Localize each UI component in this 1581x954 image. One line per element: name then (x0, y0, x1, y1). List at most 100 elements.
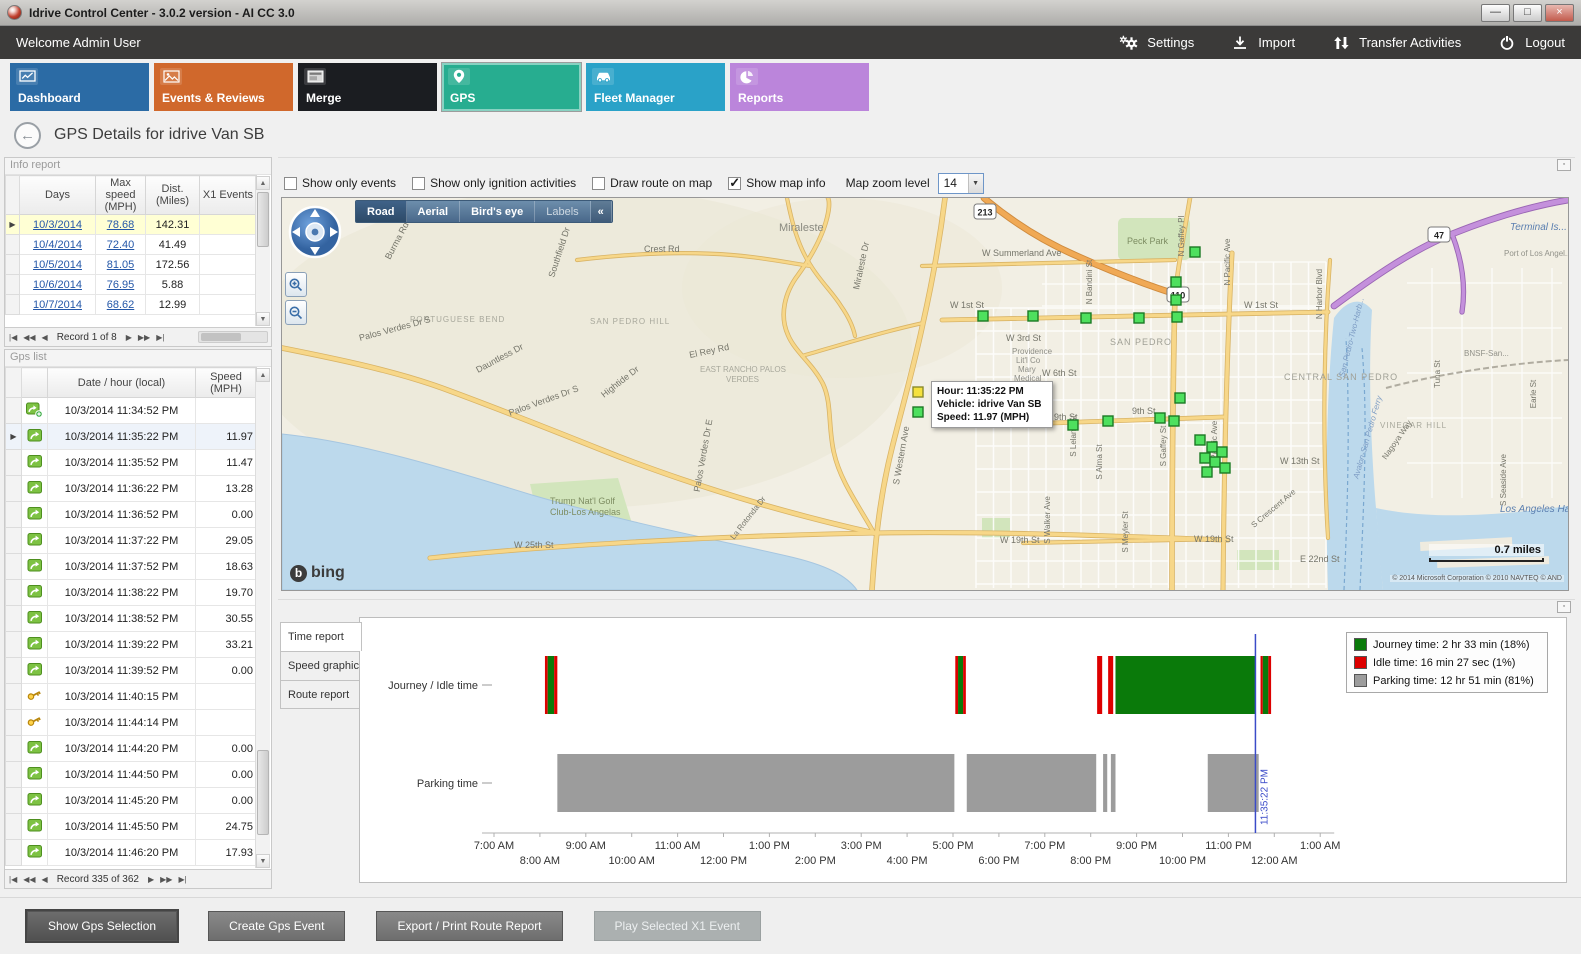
day-link[interactable]: 10/5/2014 (19, 254, 96, 275)
tab-merge[interactable]: Merge (298, 63, 437, 111)
gps-marker[interactable] (1201, 466, 1213, 478)
max-speed-link[interactable]: 72.40 (95, 234, 146, 255)
back-button[interactable]: ← (14, 121, 41, 149)
scroll-thumb[interactable] (257, 192, 269, 247)
gps-row[interactable]: 10/3/2014 11:44:14 PM (5, 709, 257, 736)
gps-row[interactable]: 10/3/2014 11:44:50 PM 0.00 (5, 761, 257, 788)
gps-row[interactable]: 10/3/2014 11:45:50 PM 24.75 (5, 813, 257, 840)
gps-row[interactable]: ▶ 10/3/2014 11:35:22 PM 11.97 (5, 423, 257, 450)
chart-tab-time-report[interactable]: Time report (280, 622, 362, 651)
scroll-track[interactable] (256, 382, 270, 854)
pager-next-icon[interactable]: ▶ (147, 874, 155, 884)
gps-row[interactable]: 10/3/2014 11:44:20 PM 0.00 (5, 735, 257, 762)
gps-row[interactable]: 10/3/2014 11:45:20 PM 0.00 (5, 787, 257, 814)
gps-marker[interactable] (1080, 312, 1092, 324)
selected-gps-marker[interactable] (912, 386, 924, 398)
export-print-route-report-button[interactable]: Export / Print Route Report (376, 911, 563, 941)
scroll-down-icon[interactable]: ▼ (256, 312, 270, 326)
table-row[interactable]: 10/4/2014 72.40 41.49 (5, 234, 257, 255)
close-button[interactable]: × (1545, 3, 1574, 22)
gps-marker[interactable] (1170, 276, 1182, 288)
collapse-map-panel-button[interactable]: ▫ (1557, 159, 1571, 171)
checkbox-icon[interactable] (592, 176, 606, 190)
gps-vertical-scrollbar[interactable]: ▲ ▼ (255, 368, 270, 868)
gps-marker[interactable] (1170, 294, 1182, 306)
gps-row[interactable]: 10/3/2014 11:35:52 PM 11.47 (5, 449, 257, 476)
gps-marker[interactable] (1209, 456, 1221, 468)
gps-marker[interactable] (1154, 412, 1166, 424)
gps-row[interactable]: 10/3/2014 11:37:52 PM 18.63 (5, 553, 257, 580)
day-link[interactable]: 10/6/2014 (19, 274, 96, 295)
gps-row[interactable]: 10/3/2014 11:36:22 PM 13.28 (5, 475, 257, 502)
map-view-tab-road[interactable]: Road (356, 201, 407, 222)
tab-events-reviews[interactable]: Events & Reviews (154, 63, 293, 111)
day-link[interactable]: 10/3/2014 (19, 214, 96, 235)
checkbox-show-only-ignition-activities[interactable]: Show only ignition activities (412, 176, 576, 190)
column-header-dist-miles[interactable]: Dist. (Miles) (145, 175, 200, 215)
pager-next-icon[interactable]: ▶▶ (137, 332, 151, 342)
table-row[interactable]: 10/6/2014 76.95 5.88 (5, 274, 257, 295)
gps-marker[interactable] (1174, 392, 1186, 404)
column-header-speed-mph[interactable]: Speed (MPH) (195, 367, 257, 398)
pager-next-icon[interactable]: ▶▶ (160, 874, 173, 884)
tab-dashboard[interactable]: Dashboard (10, 63, 149, 111)
checkbox-draw-route-on-map[interactable]: Draw route on map (592, 176, 712, 190)
gps-marker[interactable] (1206, 441, 1218, 453)
pager-prev-icon[interactable]: |◀ (9, 874, 18, 884)
table-row[interactable]: ▶ 10/3/2014 78.68 142.31 (5, 214, 257, 235)
map-view-tab-labels[interactable]: Labels (535, 201, 591, 222)
gps-row[interactable]: 10/3/2014 11:36:52 PM 0.00 (5, 501, 257, 528)
gps-marker[interactable] (912, 406, 924, 418)
map-pan-compass[interactable] (287, 204, 343, 260)
maximize-button[interactable]: □ (1513, 3, 1542, 22)
collapse-map-tabs-button[interactable]: « (590, 201, 612, 222)
checkbox-show-only-events[interactable]: Show only events (284, 176, 396, 190)
pager-prev-icon[interactable]: ◀◀ (23, 332, 36, 342)
collapse-chart-panel-button[interactable]: ▫ (1557, 601, 1571, 613)
gps-marker[interactable] (1199, 452, 1211, 464)
checkbox-show-map-info[interactable]: Show map info (728, 175, 826, 191)
table-row[interactable]: 10/5/2014 81.05 172.56 (5, 254, 257, 275)
gps-marker[interactable] (977, 310, 989, 322)
gps-row[interactable]: 10/3/2014 11:38:22 PM 19.70 (5, 579, 257, 606)
map-zoom-out-button[interactable] (285, 300, 307, 325)
column-header-x1-events[interactable]: X1 Events (199, 175, 257, 215)
map-view-tab-aerial[interactable]: Aerial (407, 201, 461, 222)
gps-row[interactable]: 10/3/2014 11:38:52 PM 30.55 (5, 605, 257, 632)
scroll-up-icon[interactable]: ▲ (256, 176, 270, 190)
pager-prev-icon[interactable]: ◀◀ (23, 874, 36, 884)
info-vertical-scrollbar[interactable]: ▲ ▼ (255, 176, 270, 326)
day-link[interactable]: 10/7/2014 (19, 294, 96, 315)
pager-prev-icon[interactable]: ◀ (41, 332, 48, 342)
show-gps-selection-button[interactable]: Show Gps Selection (27, 911, 178, 941)
gps-row[interactable]: 10/3/2014 11:40:15 PM (5, 683, 257, 710)
gps-row[interactable]: 10/3/2014 11:39:52 PM 0.00 (5, 657, 257, 684)
gps-marker[interactable] (1194, 434, 1206, 446)
pager-next-icon[interactable]: ▶ (125, 332, 132, 342)
map-zoom-in-button[interactable] (285, 272, 307, 297)
topbar-action-transfer-activities[interactable]: Transfer Activities (1331, 35, 1461, 51)
checkbox-icon[interactable] (284, 176, 297, 190)
tab-gps[interactable]: GPS (441, 62, 582, 112)
gps-marker[interactable] (1067, 419, 1079, 431)
day-link[interactable]: 10/4/2014 (19, 234, 96, 255)
checkbox-checked-icon[interactable] (728, 175, 742, 191)
minimize-button[interactable]: — (1481, 3, 1510, 22)
tab-reports[interactable]: Reports (730, 63, 869, 111)
gps-marker[interactable] (1219, 462, 1231, 474)
tab-fleet-manager[interactable]: Fleet Manager (586, 63, 725, 111)
gps-marker[interactable] (1102, 415, 1114, 427)
pager-next-icon[interactable]: ▶| (178, 874, 187, 884)
pager-prev-icon[interactable]: ◀ (41, 874, 48, 884)
max-speed-link[interactable]: 78.68 (95, 214, 146, 235)
scroll-thumb[interactable] (201, 333, 241, 341)
map-view-tab-bird-s-eye[interactable]: Bird's eye (460, 201, 536, 222)
max-speed-link[interactable]: 81.05 (95, 254, 146, 275)
topbar-action-import[interactable]: Import (1230, 35, 1295, 51)
map-zoom-select[interactable]: 14 ▼ (937, 172, 984, 194)
scroll-thumb[interactable] (257, 750, 269, 836)
horizontal-scrollbar[interactable] (198, 331, 268, 343)
chart-tab-speed-graphic[interactable]: Speed graphic (280, 651, 360, 680)
gps-row[interactable]: 10/3/2014 11:39:22 PM 33.21 (5, 631, 257, 658)
